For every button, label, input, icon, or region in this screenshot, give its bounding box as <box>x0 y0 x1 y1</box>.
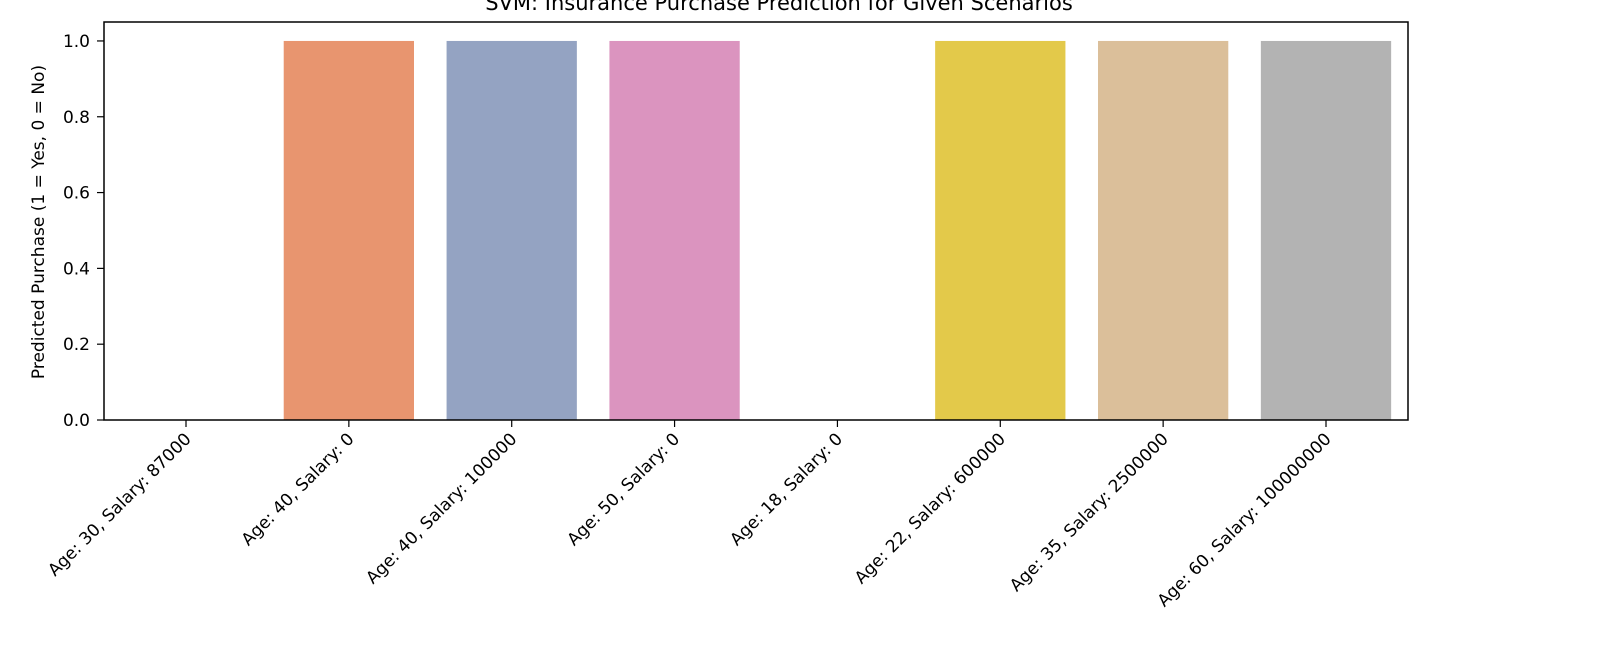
bar <box>283 40 414 420</box>
x-tick-label: Age: 50, Salary: 0 <box>564 429 685 550</box>
y-tick-label: 0.0 <box>63 411 90 431</box>
y-tick-label: 0.8 <box>63 108 90 128</box>
bar <box>446 40 577 420</box>
y-tick-label: 0.4 <box>63 259 90 279</box>
bars-group <box>120 40 1392 421</box>
bar <box>1260 40 1392 420</box>
bar <box>935 40 1066 420</box>
x-tick-label: Age: 30, Salary: 87000 <box>44 429 195 580</box>
bar <box>1098 40 1229 420</box>
plot-frame <box>103 21 1409 421</box>
y-tick-label: 0.6 <box>63 184 90 204</box>
x-tick-label: Age: 60, Salary: 100000000 <box>1154 429 1336 611</box>
x-tick-label: Age: 18, Salary: 0 <box>726 429 847 550</box>
y-axis-label: Predicted Purchase (1 = Yes, 0 = No) <box>29 65 49 379</box>
x-tick-label: Age: 22, Salary: 600000 <box>851 429 1010 588</box>
y-tick-label: 1.0 <box>63 32 90 52</box>
y-tick-label: 0.2 <box>63 335 90 355</box>
chart-title: SVM: Insurance Purchase Prediction for G… <box>485 0 1073 15</box>
bar <box>609 40 740 420</box>
x-tick-label: Age: 40, Salary: 100000 <box>362 429 521 588</box>
x-tick-label: Age: 40, Salary: 0 <box>238 429 359 550</box>
x-axis: Age: 30, Salary: 87000 Age: 40, Salary: 0… <box>44 420 1336 611</box>
x-tick-label: Age: 35, Salary: 2500000 <box>1006 429 1173 596</box>
y-axis: 0.0 0.2 0.4 0.6 0.8 1.0 <box>63 32 104 431</box>
